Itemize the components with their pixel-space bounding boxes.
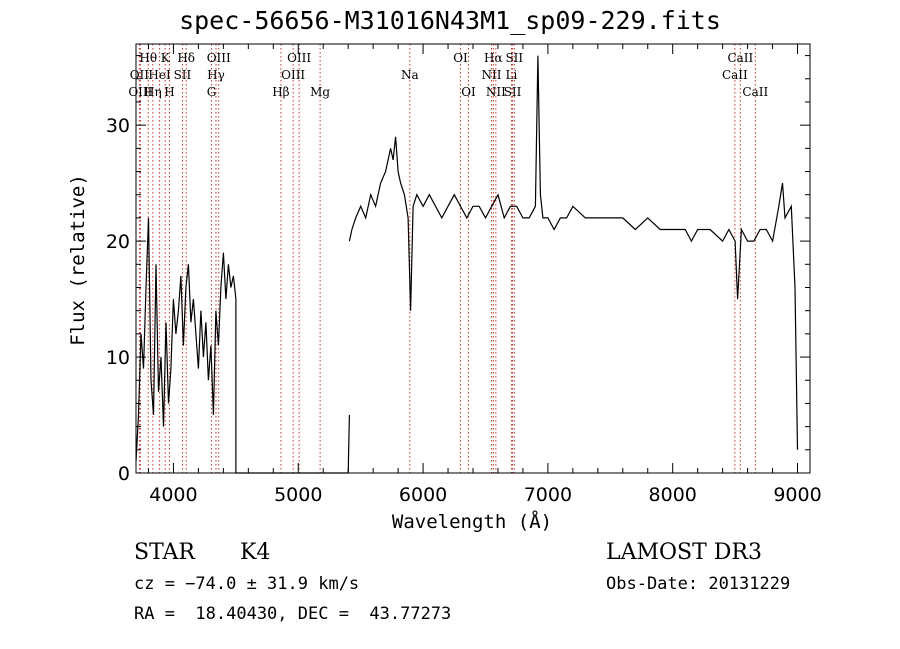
line-label-4: HeI [148,68,171,82]
y-tick-label: 10 [106,347,130,369]
x-tick-label: 9000 [773,484,821,506]
line-label-5: K [161,51,171,65]
spectral-line-markers [138,44,756,473]
line-label-11: OIII [207,51,231,65]
redshift-cz: cz = −74.0 ± 31.9 km/s [134,574,360,594]
object-subclass: K4 [240,540,271,565]
y-tick-label: 20 [106,231,130,253]
line-label-12: Hβ [272,85,289,99]
object-class: STAR [134,540,195,565]
line-label-14: OIII [287,51,311,65]
line-label-19: NII [481,68,501,82]
spectral-line-labels: HθOIIOIIIHηHeIKHSIIHδGHγOIIIHβOIIIOIIIMg… [128,51,768,99]
chart-title: spec-56656-M31016N43M1_sp09-229.fits [179,6,721,35]
line-label-10: Hγ [207,68,225,82]
line-label-7: SII [174,68,192,82]
y-axis-ticks: 0 10 20 30 [106,55,810,485]
line-label-3: Hη [144,85,162,99]
line-label-13: OIII [281,68,305,82]
x-tick-label: 4000 [149,484,197,506]
line-label-23: SII [504,85,522,99]
line-label-8: Hδ [177,51,195,65]
y-tick-label: 0 [118,463,130,485]
line-label-15: Mg [310,85,330,99]
line-label-27: CaII [742,85,768,99]
x-tick-label: 5000 [274,484,322,506]
line-label-22: Li [506,68,518,82]
line-label-0: Hθ [139,51,157,65]
line-label-17: OI [453,51,468,65]
x-tick-label: 7000 [524,484,572,506]
spectrum-series [135,55,799,474]
x-tick-label: 6000 [399,484,447,506]
line-label-1: OII [130,68,150,82]
y-axis-label: Flux (relative) [67,174,89,346]
ra-dec: RA = 18.40430, DEC = 43.77273 [134,604,452,624]
line-label-18: OI [461,85,476,99]
line-label-24: SII [505,51,523,65]
spectrum-segment-2 [348,55,799,450]
line-label-26: CaII [727,51,753,65]
plot-frame [135,43,811,474]
line-label-25: CaII [722,68,748,82]
line-label-9: G [207,85,217,99]
line-label-2: OIII [128,85,152,99]
line-label-21: NII [486,85,506,99]
observation-date: Obs-Date: 20131229 [606,574,791,594]
x-axis-ticks: 4000 5000 6000 7000 8000 9000 [147,44,822,506]
x-tick-label: 8000 [649,484,697,506]
x-axis-label: Wavelength (Å) [392,510,552,533]
y-tick-label: 30 [106,115,130,137]
line-label-20: Hα [484,51,503,65]
line-label-16: Na [401,68,419,82]
spectrum-segment-0 [135,217,237,462]
line-label-6: H [164,85,174,99]
survey-name: LAMOST DR3 [606,540,762,565]
